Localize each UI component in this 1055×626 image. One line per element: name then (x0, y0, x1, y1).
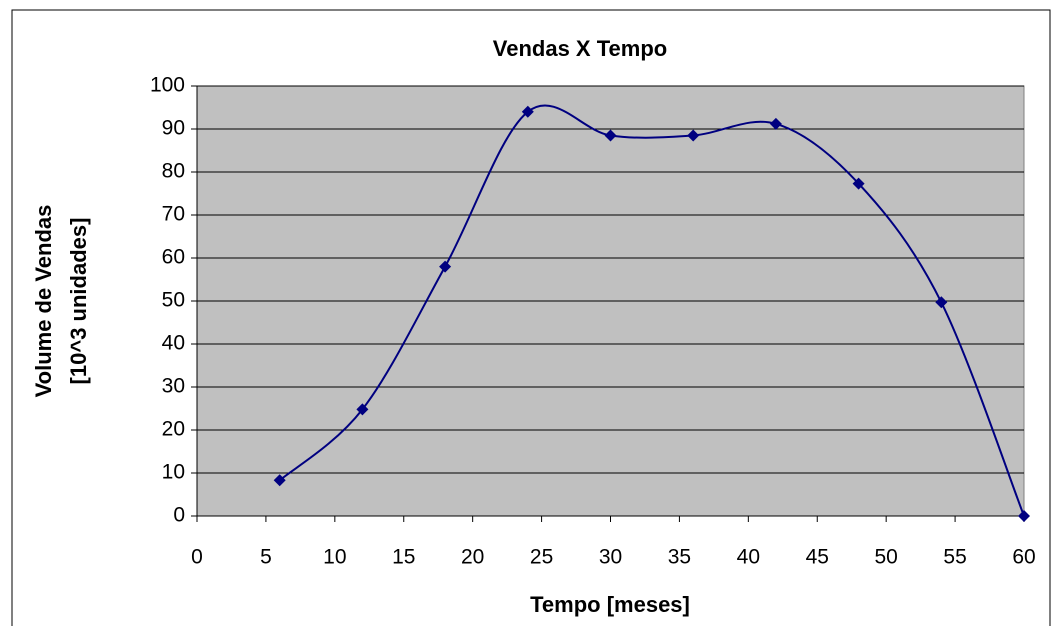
x-tick-label: 40 (737, 546, 760, 569)
series-line (279, 104, 1025, 517)
x-tick-label: 5 (260, 546, 272, 569)
x-tick-label: 50 (874, 546, 897, 569)
y-tick-label: 50 (162, 289, 185, 312)
data-point (521, 105, 534, 118)
y-tick-label: 40 (162, 332, 185, 355)
x-tick-label: 25 (530, 546, 553, 569)
y-tick-label: 70 (162, 203, 185, 226)
y-tick-label: 100 (150, 74, 185, 97)
x-tick-label: 60 (1012, 546, 1035, 569)
data-point (439, 260, 452, 273)
y-tick-label: 20 (162, 418, 185, 441)
x-tick-label: 10 (323, 546, 346, 569)
x-axis-label: Tempo [meses] (530, 592, 690, 617)
y-tick-label: 90 (162, 117, 185, 140)
data-point (356, 403, 369, 416)
chart-title: Vendas X Tempo (493, 36, 667, 61)
x-tick-label: 15 (392, 546, 415, 569)
y-tick-label: 10 (162, 461, 185, 484)
x-tick-label: 55 (943, 546, 966, 569)
data-point (687, 129, 700, 142)
data-point (1018, 510, 1030, 522)
x-tick-label: 35 (668, 546, 691, 569)
data-point (769, 117, 782, 130)
data-point (604, 129, 617, 142)
y-axis-label: Volume de Vendas (31, 205, 56, 398)
y-tick-label: 60 (162, 246, 185, 269)
x-tick-label: 20 (461, 546, 484, 569)
data-point (852, 177, 865, 190)
data-point (935, 296, 948, 309)
x-tick-label: 0 (191, 546, 203, 569)
y-tick-label: 30 (162, 375, 185, 398)
x-tick-label: 45 (806, 546, 829, 569)
y-tick-label: 80 (162, 160, 185, 183)
data-point (273, 474, 286, 487)
y-tick-label: 0 (173, 504, 185, 527)
y-axis-label: [10^3 unidades] (66, 218, 91, 385)
x-tick-label: 30 (599, 546, 622, 569)
